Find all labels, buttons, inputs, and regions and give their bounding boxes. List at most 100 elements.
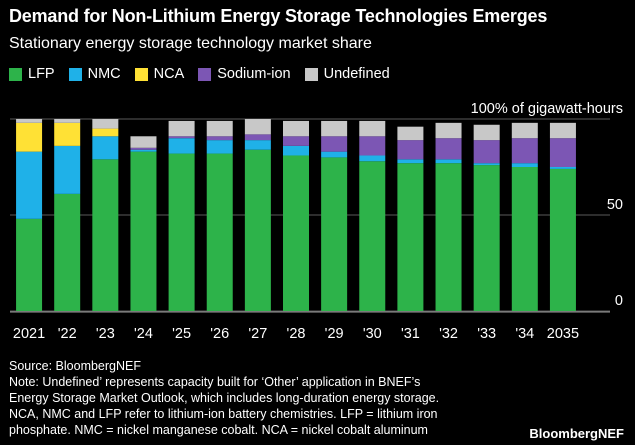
bar-nmc-4 bbox=[168, 138, 195, 154]
bar-undefined-13 bbox=[511, 122, 538, 139]
legend-label-undefined: Undefined bbox=[323, 66, 390, 82]
note-line-3: NCA, NMC and LFP refer to lithium-ion ba… bbox=[9, 407, 438, 421]
legend-item-sodium-ion: Sodium-ion bbox=[198, 66, 291, 82]
bar-nmc-9 bbox=[359, 155, 386, 162]
x-tick-label-3: '24 bbox=[134, 326, 153, 342]
bar-nmc-3 bbox=[130, 149, 157, 152]
bar-nmc-11 bbox=[435, 159, 462, 164]
legend-label-nca: NCA bbox=[153, 66, 185, 82]
bar-lfp-0 bbox=[16, 218, 43, 311]
bar-lfp-1 bbox=[54, 193, 81, 311]
bar-sodium-ion-3 bbox=[130, 147, 157, 150]
bar-undefined-10 bbox=[397, 126, 424, 141]
bar-lfp-7 bbox=[283, 155, 309, 311]
bar-undefined-0 bbox=[16, 119, 43, 123]
x-tick-label-12: '33 bbox=[477, 326, 496, 342]
legend-swatch-sodium-ion bbox=[198, 67, 212, 81]
legend-label-sodium-ion: Sodium-ion bbox=[217, 66, 291, 82]
bar-sodium-ion-4 bbox=[168, 136, 195, 139]
legend-item-lfp: LFP bbox=[9, 66, 55, 82]
bar-lfp-10 bbox=[397, 163, 424, 311]
bar-sodium-ion-9 bbox=[359, 136, 386, 156]
legend-item-nca: NCA bbox=[134, 66, 185, 82]
note-line-2: Energy Storage Market Outlook, which inc… bbox=[9, 391, 440, 405]
legend-swatch-lfp bbox=[9, 67, 22, 81]
bar-undefined-7 bbox=[283, 120, 309, 137]
bar-undefined-14 bbox=[549, 122, 576, 139]
x-tick-label-0: 2021 bbox=[13, 326, 45, 342]
x-tick-label-2: '23 bbox=[96, 326, 115, 342]
bar-sodium-ion-7 bbox=[283, 136, 309, 146]
bar-sodium-ion-11 bbox=[435, 138, 462, 160]
bar-sodium-ion-5 bbox=[206, 136, 233, 141]
bar-sodium-ion-10 bbox=[397, 140, 424, 160]
legend-swatch-nmc bbox=[68, 67, 82, 81]
brand-logo-text: BloombergNEF bbox=[529, 426, 624, 441]
bar-lfp-12 bbox=[473, 165, 500, 311]
bar-lfp-13 bbox=[511, 167, 538, 311]
x-tick-label-6: '27 bbox=[248, 326, 267, 342]
x-tick-label-5: '26 bbox=[210, 326, 229, 342]
x-tick-label-13: '34 bbox=[515, 326, 534, 342]
y-tick-label-100: 100% of gigawatt-hours bbox=[471, 101, 623, 117]
bar-lfp-2 bbox=[92, 159, 119, 311]
x-tick-label-7: '28 bbox=[287, 326, 306, 342]
bar-undefined-6 bbox=[244, 119, 271, 135]
bar-undefined-2 bbox=[92, 119, 119, 129]
chart-title: Demand for Non-Lithium Energy Storage Te… bbox=[9, 6, 548, 26]
y-tick-label-50: 50 bbox=[607, 197, 623, 213]
y-tick-label-0: 0 bbox=[615, 293, 623, 309]
bar-lfp-14 bbox=[549, 168, 576, 311]
bar-sodium-ion-6 bbox=[244, 134, 271, 141]
x-tick-label-8: '29 bbox=[325, 326, 344, 342]
bar-undefined-11 bbox=[435, 122, 462, 139]
x-tick-label-10: '31 bbox=[401, 326, 420, 342]
bar-lfp-9 bbox=[359, 161, 386, 311]
bar-undefined-1 bbox=[54, 119, 81, 123]
bar-nca-1 bbox=[54, 122, 81, 146]
bar-undefined-3 bbox=[130, 136, 157, 148]
bar-undefined-9 bbox=[359, 120, 386, 137]
bar-nmc-13 bbox=[511, 163, 538, 167]
bar-sodium-ion-12 bbox=[473, 140, 500, 164]
bar-nca-2 bbox=[92, 128, 119, 137]
legend-swatch-undefined bbox=[304, 67, 318, 81]
x-tick-label-9: '30 bbox=[363, 326, 382, 342]
bar-nmc-0 bbox=[16, 151, 43, 219]
x-tick-label-14: 2035 bbox=[547, 326, 579, 342]
bar-lfp-8 bbox=[321, 157, 348, 311]
x-tick-label-11: '32 bbox=[439, 326, 458, 342]
stacked-bar-chart: 0 50 100% of gigawatt-hours 2021 '22 '23 '24 '2… bbox=[10, 101, 623, 342]
bar-nmc-12 bbox=[473, 163, 500, 166]
bar-undefined-4 bbox=[168, 120, 195, 137]
note-line-1: Note: Undefined’ represents capacity bui… bbox=[9, 375, 421, 389]
bar-sodium-ion-14 bbox=[549, 138, 576, 167]
x-tick-label-1: '22 bbox=[58, 326, 77, 342]
legend-label-lfp: LFP bbox=[28, 66, 55, 82]
bar-nmc-1 bbox=[54, 145, 81, 194]
bar-lfp-11 bbox=[435, 163, 462, 311]
bar-nmc-8 bbox=[321, 151, 348, 158]
bar-sodium-ion-8 bbox=[321, 136, 348, 152]
bar-undefined-8 bbox=[321, 120, 348, 137]
bar-lfp-4 bbox=[168, 153, 195, 311]
bar-sodium-ion-13 bbox=[511, 138, 538, 164]
bar-lfp-3 bbox=[130, 151, 157, 311]
legend-item-undefined: Undefined bbox=[304, 66, 390, 82]
chart-subtitle: Stationary energy storage technology mar… bbox=[9, 35, 372, 52]
bar-nmc-7 bbox=[283, 145, 309, 156]
bar-lfp-6 bbox=[244, 149, 271, 311]
bar-nmc-5 bbox=[206, 140, 233, 154]
bar-lfp-5 bbox=[206, 153, 233, 311]
legend: LFP NMC NCA Sodium-ion Undefined bbox=[9, 66, 404, 82]
bar-undefined-5 bbox=[206, 120, 233, 137]
bar-nmc-6 bbox=[244, 140, 271, 150]
bar-nmc-10 bbox=[397, 159, 424, 164]
bar-nmc-2 bbox=[92, 136, 119, 160]
legend-label-nmc: NMC bbox=[87, 66, 121, 82]
legend-item-nmc: NMC bbox=[68, 66, 121, 82]
source-text: Source: BloombergNEF bbox=[9, 359, 142, 373]
footer-notes: Source: BloombergNEF Note: Undefined’ re… bbox=[9, 358, 509, 438]
x-tick-label-4: '25 bbox=[172, 326, 191, 342]
legend-swatch-nca bbox=[134, 67, 148, 81]
